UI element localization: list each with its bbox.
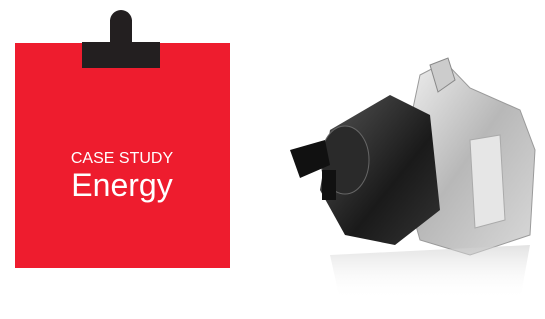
card-title: Energy xyxy=(71,167,172,203)
page: {"card": {"eyebrow": "CASE STUDY", "titl… xyxy=(0,0,545,319)
product-photo xyxy=(290,58,535,300)
scene: CASE STUDY Energy xyxy=(0,0,545,319)
eyebrow: CASE STUDY xyxy=(71,150,174,167)
clip-icon xyxy=(82,10,160,68)
